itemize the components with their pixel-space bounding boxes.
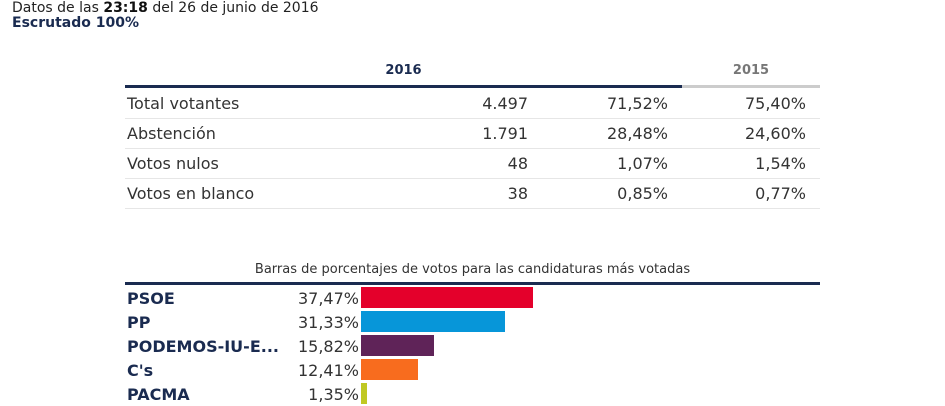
header-divider-2015: [682, 85, 820, 88]
cell-value: 38: [507, 184, 528, 203]
table-row: Abstención 1.791 28,48% 24,60%: [125, 119, 820, 149]
timestamp-suffix: del 26 de junio de 2016: [147, 0, 319, 16]
cell-prev: 0,77%: [755, 184, 806, 203]
party-name: C's: [127, 361, 154, 380]
bar-row: PP 31,33%: [125, 311, 820, 334]
bar-row: PODEMOS-IU-E... 15,82%: [125, 335, 820, 358]
table-row: Total votantes 4.497 71,52% 75,40%: [125, 89, 820, 119]
cell-prev: 1,54%: [755, 154, 806, 173]
bar: [361, 287, 534, 308]
year-2015-header: 2015: [732, 63, 770, 78]
data-time: 23:18: [103, 0, 148, 16]
chart-divider: [125, 282, 820, 285]
timestamp-prefix: Datos de las: [12, 0, 104, 16]
cell-value: 48: [507, 154, 528, 173]
party-name: PACMA: [127, 385, 190, 404]
table-row: Votos nulos 48 1,07% 1,54%: [125, 149, 820, 179]
bar-row: PACMA 1,35%: [125, 383, 820, 406]
chart-title: Barras de porcentajes de votos para las …: [254, 262, 691, 277]
cell-pct: 71,52%: [606, 94, 668, 113]
party-percentage: 15,82%: [297, 337, 359, 356]
bar: [361, 335, 434, 356]
year-2016-header: 2016: [385, 63, 422, 78]
scrutiny-status: Escrutado 100%: [12, 15, 139, 31]
cell-value: 4.497: [482, 94, 528, 113]
bar-row: C's 12,41%: [125, 359, 820, 382]
bar: [361, 311, 506, 332]
party-percentage: 1,35%: [308, 385, 359, 404]
data-timestamp: Datos de las 23:18 del 26 de junio de 20…: [12, 0, 319, 16]
cell-pct: 1,07%: [617, 154, 668, 173]
party-name: PODEMOS-IU-E...: [127, 337, 279, 356]
party-percentage: 12,41%: [297, 361, 359, 380]
cell-label: Votos nulos: [127, 154, 219, 173]
cell-pct: 0,85%: [617, 184, 668, 203]
table-row: Votos en blanco 38 0,85% 0,77%: [125, 179, 820, 209]
bar: [361, 383, 368, 404]
cell-prev: 24,60%: [744, 124, 806, 143]
cell-label: Votos en blanco: [127, 184, 255, 203]
cell-label: Abstención: [127, 124, 216, 143]
bar-row: PSOE 37,47%: [125, 287, 820, 310]
cell-prev: 75,40%: [744, 94, 806, 113]
cell-value: 1.791: [482, 124, 528, 143]
cell-pct: 28,48%: [606, 124, 668, 143]
cell-label: Total votantes: [127, 94, 240, 113]
party-name: PSOE: [127, 289, 175, 308]
party-percentage: 37,47%: [297, 289, 359, 308]
party-name: PP: [127, 313, 151, 332]
header-divider-2016: [125, 85, 682, 88]
party-percentage: 31,33%: [297, 313, 359, 332]
bar: [361, 359, 419, 380]
